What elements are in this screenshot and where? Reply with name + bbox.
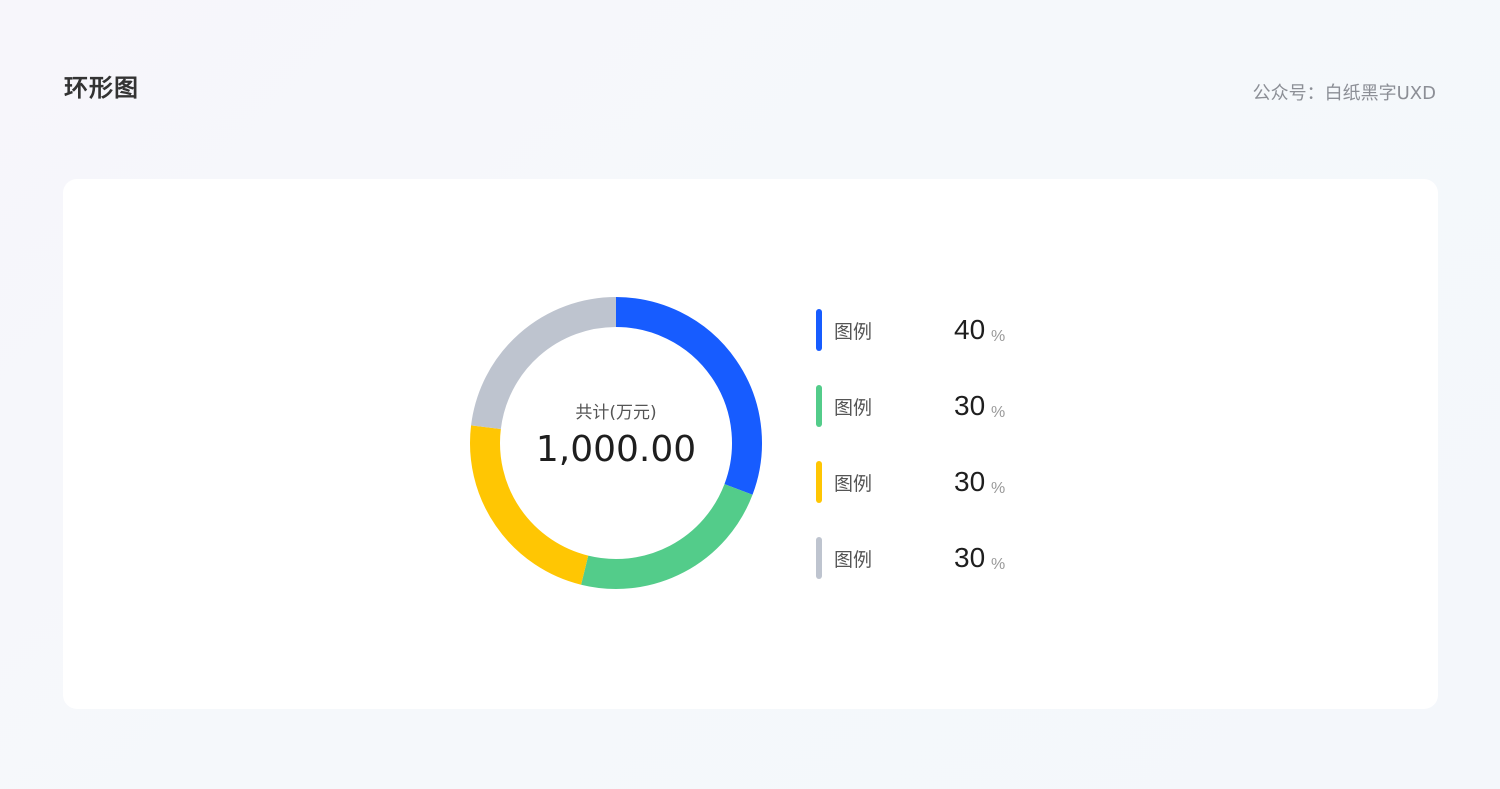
- legend-label: 图例: [834, 549, 873, 571]
- donut-segment-1: [615, 297, 762, 495]
- legend-label: 图例: [834, 321, 873, 343]
- legend-value: 30: [954, 466, 986, 497]
- legend-item: 图例 30 %: [816, 537, 1076, 613]
- legend-unit: %: [991, 480, 1006, 497]
- legend-value: 30: [954, 390, 986, 421]
- legend: 图例 40 % 图例 30 % 图例 30 % 图例 30 %: [816, 309, 1076, 613]
- legend-label: 图例: [834, 473, 873, 495]
- donut-segment-4: [471, 297, 617, 430]
- donut-segment-3: [470, 425, 589, 585]
- chart-card: 共计(万元) 1,000.00 图例 40 % 图例 30 % 图例 30 % …: [63, 179, 1438, 709]
- legend-value: 40: [954, 314, 986, 345]
- center-total-value: 1,000.00: [535, 429, 697, 470]
- center-label: 共计(万元): [575, 403, 657, 423]
- donut-center: 共计(万元) 1,000.00: [516, 403, 716, 470]
- legend-unit: %: [991, 328, 1006, 345]
- legend-value: 30: [954, 542, 986, 573]
- legend-label: 图例: [834, 397, 873, 419]
- legend-color-bar: [816, 537, 822, 579]
- legend-unit: %: [991, 556, 1006, 573]
- page-title: 环形图: [64, 74, 139, 102]
- legend-item: 图例 40 %: [816, 309, 1076, 385]
- donut-chart: [470, 297, 762, 589]
- legend-item: 图例 30 %: [816, 385, 1076, 461]
- credit-text: 公众号：白纸黑字UXD: [1252, 83, 1436, 104]
- legend-unit: %: [991, 404, 1006, 421]
- legend-color-bar: [816, 461, 822, 503]
- legend-color-bar: [816, 385, 822, 427]
- donut-segment-2: [581, 483, 753, 589]
- legend-item: 图例 30 %: [816, 461, 1076, 537]
- legend-color-bar: [816, 309, 822, 351]
